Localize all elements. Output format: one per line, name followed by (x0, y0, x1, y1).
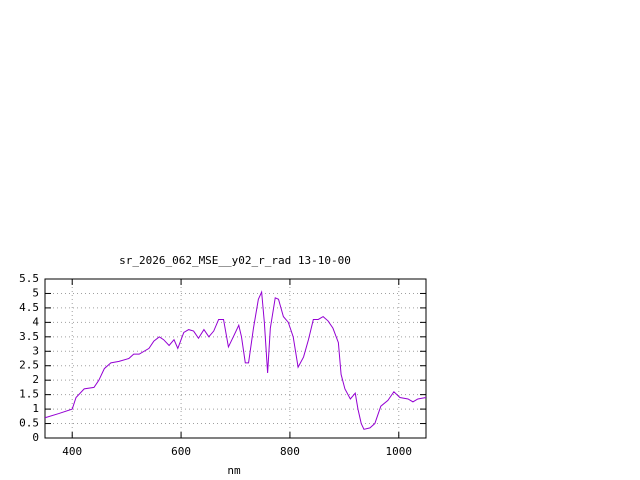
chart-title: sr_2026_062_MSE__y02_r_rad 13-10-00 (119, 254, 351, 267)
x-axis-label: nm (227, 464, 241, 477)
x-tick-label: 600 (171, 445, 191, 458)
y-tick-label: 3.5 (19, 330, 39, 343)
y-tick-label: 5.5 (19, 272, 39, 285)
y-tick-label: 4.5 (19, 301, 39, 314)
x-tick-label: 800 (280, 445, 300, 458)
y-tick-label: 0.5 (19, 417, 39, 430)
y-tick-label: 2 (32, 373, 39, 386)
x-tick-label: 1000 (386, 445, 413, 458)
y-tick-label: 1.5 (19, 388, 39, 401)
y-tick-label: 2.5 (19, 359, 39, 372)
y-tick-label: 1 (32, 402, 39, 415)
plot-border (44, 278, 427, 439)
y-tick-label: 0 (32, 431, 39, 444)
y-tick-label: 3 (32, 344, 39, 357)
x-tick-label: 400 (62, 445, 82, 458)
y-tick-label: 4 (32, 315, 39, 328)
y-tick-label: 5 (32, 286, 39, 299)
data-line (44, 290, 427, 430)
